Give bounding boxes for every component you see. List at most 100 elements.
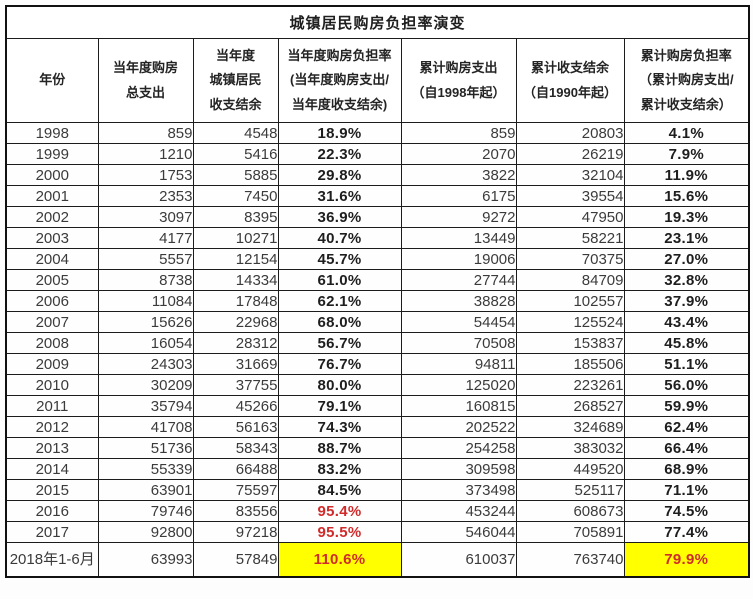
value-cell: 38828 <box>400 290 517 312</box>
column-header: 当年度购房负担率 (当年度购房支出/ 当年度收支结余) <box>277 38 402 123</box>
year-cell: 2018年1-6月 <box>5 542 99 578</box>
table-row: 2012 41708 56163 74.3% 202522 324689 62.4% <box>5 416 750 438</box>
value-cell: 63901 <box>97 479 194 501</box>
value-cell: 54454 <box>400 311 517 333</box>
year-cell: 2012 <box>5 416 99 438</box>
table-row: 2007 15626 22968 68.0% 54454 125524 43.4% <box>5 311 750 333</box>
value-cell: 29.8% <box>277 164 402 186</box>
table-row: 2000 1753 5885 29.8% 3822 32104 11.9% <box>5 164 750 186</box>
value-cell: 23.1% <box>623 227 750 249</box>
value-cell: 373498 <box>400 479 517 501</box>
value-cell: 77.4% <box>623 521 750 543</box>
value-cell: 27744 <box>400 269 517 291</box>
table-row: 2013 51736 58343 88.7% 254258 383032 66.4% <box>5 437 750 459</box>
table-row: 2011 35794 45266 79.1% 160815 268527 59.9% <box>5 395 750 417</box>
value-cell: 83.2% <box>277 458 402 480</box>
value-cell: 11084 <box>97 290 194 312</box>
value-cell: 83556 <box>192 500 279 522</box>
value-cell: 453244 <box>400 500 517 522</box>
value-cell: 27.0% <box>623 248 750 270</box>
value-cell: 74.3% <box>277 416 402 438</box>
year-cell: 2008 <box>5 332 99 354</box>
year-cell: 2014 <box>5 458 99 480</box>
value-cell: 20803 <box>515 122 625 144</box>
table-title-row: 城镇居民购房负担率演变 <box>5 5 750 39</box>
table-row: 2002 3097 8395 36.9% 9272 47950 19.3% <box>5 206 750 228</box>
value-cell: 62.1% <box>277 290 402 312</box>
year-cell: 2002 <box>5 206 99 228</box>
value-cell: 3822 <box>400 164 517 186</box>
table-row: 2009 24303 31669 76.7% 94811 185506 51.1% <box>5 353 750 375</box>
table-row: 2006 11084 17848 62.1% 38828 102557 37.9% <box>5 290 750 312</box>
table-row: 2001 2353 7450 31.6% 6175 39554 15.6% <box>5 185 750 207</box>
value-cell: 94811 <box>400 353 517 375</box>
value-cell: 2353 <box>97 185 194 207</box>
value-cell: 39554 <box>515 185 625 207</box>
value-cell: 4548 <box>192 122 279 144</box>
year-cell: 2007 <box>5 311 99 333</box>
value-cell: 41708 <box>97 416 194 438</box>
value-cell: 40.7% <box>277 227 402 249</box>
value-cell: 268527 <box>515 395 625 417</box>
value-cell: 16054 <box>97 332 194 354</box>
value-cell: 76.7% <box>277 353 402 375</box>
value-cell: 1753 <box>97 164 194 186</box>
value-cell: 9272 <box>400 206 517 228</box>
table-row: 2008 16054 28312 56.7% 70508 153837 45.8% <box>5 332 750 354</box>
table-title: 城镇居民购房负担率演变 <box>5 5 750 39</box>
year-cell: 2006 <box>5 290 99 312</box>
value-cell: 92800 <box>97 521 194 543</box>
year-cell: 2010 <box>5 374 99 396</box>
value-cell: 4177 <box>97 227 194 249</box>
year-cell: 2000 <box>5 164 99 186</box>
value-cell: 95.5% <box>277 521 402 543</box>
column-header: 当年度购房 总支出 <box>97 38 194 123</box>
value-cell: 97218 <box>192 521 279 543</box>
value-cell: 56.0% <box>623 374 750 396</box>
table-row: 2010 30209 37755 80.0% 125020 223261 56.0% <box>5 374 750 396</box>
value-cell: 3097 <box>97 206 194 228</box>
value-cell: 4.1% <box>623 122 750 144</box>
value-cell: 13449 <box>400 227 517 249</box>
value-cell: 45266 <box>192 395 279 417</box>
table-row: 2005 8738 14334 61.0% 27744 84709 32.8% <box>5 269 750 291</box>
value-cell: 32104 <box>515 164 625 186</box>
value-cell: 31.6% <box>277 185 402 207</box>
value-cell: 14334 <box>192 269 279 291</box>
table-row: 1998 859 4548 18.9% 859 20803 4.1% <box>5 122 750 144</box>
value-cell: 30209 <box>97 374 194 396</box>
value-cell: 859 <box>400 122 517 144</box>
column-header: 累计购房负担率 （累计购房支出/ 累计收支结余） <box>623 38 750 123</box>
value-cell: 70375 <box>515 248 625 270</box>
value-cell: 546044 <box>400 521 517 543</box>
value-cell: 7450 <box>192 185 279 207</box>
value-cell: 10271 <box>192 227 279 249</box>
value-cell: 18.9% <box>277 122 402 144</box>
housing-burden-table: 城镇居民购房负担率演变 年份 当年度购房 总支出 当年度 城镇居民 收支结余 当年度购… <box>5 5 751 578</box>
value-cell: 110.6% <box>277 542 402 578</box>
year-cell: 1998 <box>5 122 99 144</box>
value-cell: 75597 <box>192 479 279 501</box>
value-cell: 15626 <box>97 311 194 333</box>
value-cell: 58221 <box>515 227 625 249</box>
year-cell: 2009 <box>5 353 99 375</box>
value-cell: 19006 <box>400 248 517 270</box>
value-cell: 59.9% <box>623 395 750 417</box>
value-cell: 2070 <box>400 143 517 165</box>
value-cell: 202522 <box>400 416 517 438</box>
value-cell: 254258 <box>400 437 517 459</box>
value-cell: 705891 <box>515 521 625 543</box>
year-cell: 2013 <box>5 437 99 459</box>
year-cell: 1999 <box>5 143 99 165</box>
value-cell: 309598 <box>400 458 517 480</box>
value-cell: 5416 <box>192 143 279 165</box>
value-cell: 153837 <box>515 332 625 354</box>
value-cell: 7.9% <box>623 143 750 165</box>
value-cell: 125020 <box>400 374 517 396</box>
value-cell: 61.0% <box>277 269 402 291</box>
value-cell: 160815 <box>400 395 517 417</box>
value-cell: 66.4% <box>623 437 750 459</box>
value-cell: 37.9% <box>623 290 750 312</box>
year-cell: 2005 <box>5 269 99 291</box>
